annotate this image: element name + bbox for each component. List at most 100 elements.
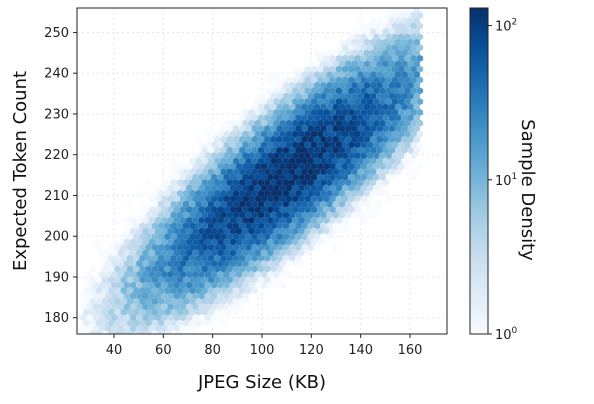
hexbin-cell [401, 157, 408, 165]
hexbin-cell [363, 81, 371, 89]
hexbin-cell [385, 54, 392, 62]
hexbin-cell [133, 254, 140, 262]
hexbin-cell [329, 87, 336, 95]
hexbin-cell [223, 206, 230, 214]
hexbin-cell [289, 114, 296, 122]
hexbin-cell [370, 114, 377, 122]
hexbin-cell [335, 65, 342, 73]
hexbin-cell [379, 76, 386, 84]
hexbin-cell [264, 189, 271, 197]
hexbin-cell [329, 195, 336, 203]
hexbin-cell [176, 297, 183, 305]
hexbin-cell [301, 114, 308, 122]
hexbin-cell [229, 152, 236, 160]
hexbin-cell [239, 146, 246, 154]
hexbin-cell [317, 173, 324, 181]
hexbin-cell [304, 162, 311, 170]
hexbin-cell [161, 292, 168, 300]
hexbin-cell [370, 125, 377, 133]
hexbin-cell [289, 254, 296, 262]
hexbin-cell [351, 135, 358, 143]
hexbin-cell [207, 146, 215, 154]
hexbin-cell [220, 125, 227, 133]
hexbin-cell [214, 157, 221, 165]
hexbin-cell [236, 270, 243, 278]
hexbin-cell [217, 260, 224, 268]
hexbin-cell [229, 195, 236, 203]
hexbin-cell [329, 65, 336, 73]
hexbin-cell [254, 281, 261, 289]
hexbin-cell [220, 146, 227, 154]
hexbin-cell [298, 238, 305, 246]
hexbin-cell [248, 173, 255, 181]
hexbin-cell [332, 189, 339, 197]
hexbin-cell [176, 330, 183, 334]
hexbin-cell [382, 168, 389, 176]
hexbin-cell [276, 81, 283, 89]
hexbin-cell [329, 108, 336, 116]
hexbin-cell [145, 265, 152, 273]
hexbin-cell [204, 195, 212, 203]
hexbin-cell [117, 270, 124, 278]
hexbin-cell [189, 233, 196, 241]
hexbin-cell [401, 8, 408, 14]
hexbin-cell [189, 211, 196, 219]
hexbin-cell [357, 135, 364, 143]
hexbin-cell [404, 87, 411, 95]
hexbin-cell [217, 281, 224, 289]
hexbin-cell [285, 173, 293, 181]
hexbin-cell [317, 108, 324, 116]
hexbin-cell [282, 157, 289, 165]
hexbin-cell [320, 179, 327, 187]
hexbin-cell [366, 206, 374, 214]
hexbin-cell [251, 276, 258, 284]
hexbin-cell [204, 227, 212, 235]
hexbin-cell [223, 152, 230, 160]
hexbin-cell [245, 200, 252, 208]
hexbin-cell [310, 119, 318, 127]
hexbin-cell [357, 103, 364, 111]
hexbin-cell [329, 206, 336, 214]
hexbin-cell [285, 260, 293, 268]
hexbin-cell [354, 44, 361, 52]
hexbin-cell [120, 308, 127, 316]
x-tick-label: 100 [250, 343, 275, 358]
hexbin-cell [151, 200, 159, 208]
hexbin-cell [332, 114, 339, 122]
hexbin-cell [201, 287, 208, 295]
hexbin-cell [323, 238, 330, 246]
hexbin-cell [363, 38, 371, 46]
hexbin-cell [245, 243, 252, 251]
hexbin-cell [326, 211, 333, 219]
hexbin-cell [248, 260, 255, 268]
hexbin-cell [251, 179, 258, 187]
hexbin-cell [117, 249, 124, 257]
hexbin-cell [136, 303, 143, 311]
hexbin-cell [207, 297, 215, 305]
hexbin-cell [342, 195, 349, 203]
hexbin-cell [395, 168, 402, 176]
hexbin-cell [130, 324, 137, 332]
hexbin-cell [323, 76, 330, 84]
hexbin-cell [251, 233, 258, 241]
hexbin-cell [326, 92, 333, 100]
hexbin-cell [345, 157, 352, 165]
hexbin-cell [154, 260, 162, 268]
hexbin-cell [282, 168, 289, 176]
hexbin-cell [257, 168, 265, 176]
hexbin-cell [189, 308, 196, 316]
hexbin-cell [223, 184, 230, 192]
hexbin-cell [354, 108, 361, 116]
hexbin-cell [264, 265, 271, 273]
hexbin-cell [416, 33, 424, 41]
hexbin-cell [326, 179, 333, 187]
hexbin-cell [342, 206, 349, 214]
hexbin-cell [83, 276, 90, 284]
hexbin-cell [186, 206, 193, 214]
hexbin-cell [154, 303, 162, 311]
hexbin-cell [161, 184, 168, 192]
hexbin-cell [276, 243, 283, 251]
hexbin-cell [317, 119, 324, 127]
hexbin-cell [164, 179, 171, 187]
hexbin-cell [338, 157, 346, 165]
